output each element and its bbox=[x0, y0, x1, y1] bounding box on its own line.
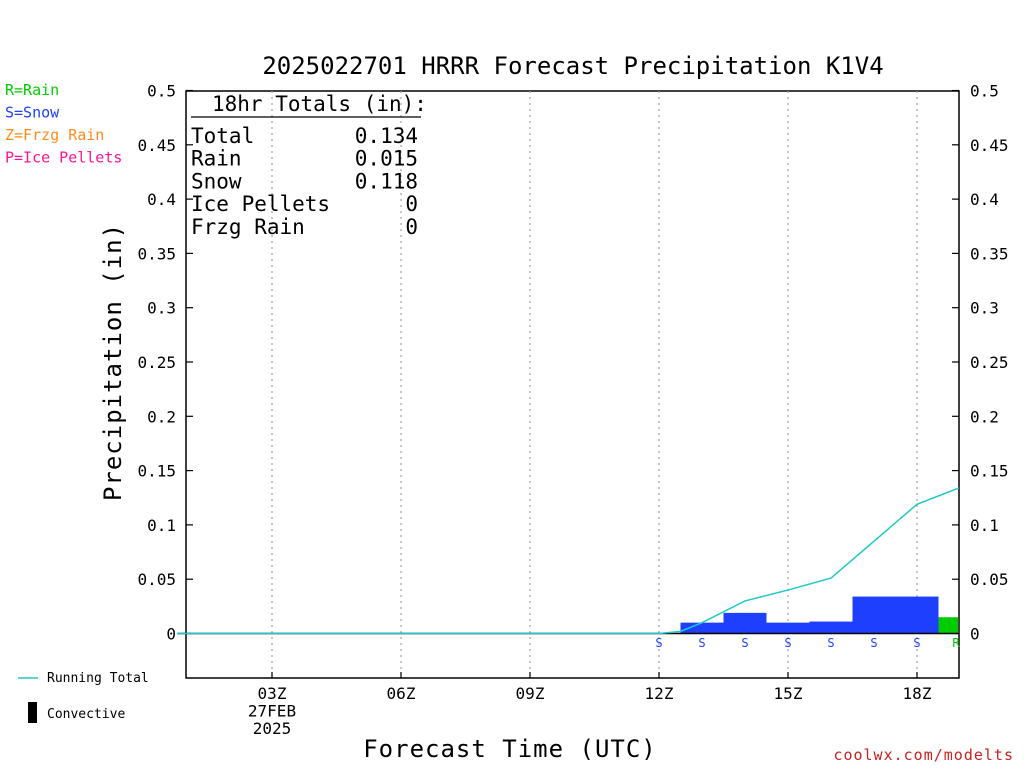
y-tick-label-left: 0.15 bbox=[137, 462, 176, 481]
y-tick-label-left: 0.5 bbox=[147, 82, 176, 101]
convective-key-swatch bbox=[28, 702, 37, 723]
y-tick-label-right: 0.2 bbox=[970, 407, 999, 426]
totals-row-label: Rain bbox=[191, 147, 242, 171]
totals-row-label: Frzg Rain bbox=[191, 215, 305, 239]
precip-bar-snow bbox=[680, 622, 724, 634]
y-tick-label-left: 0.1 bbox=[147, 516, 176, 535]
y-tick-label-left: 0.3 bbox=[147, 299, 176, 318]
y-tick-label-left: 0.4 bbox=[147, 190, 176, 209]
precip-type-marker: S bbox=[741, 636, 748, 650]
legend-frzg-rain: Z=Frzg Rain bbox=[5, 126, 104, 144]
x-tick-label: 03Z bbox=[258, 684, 287, 703]
totals-row-label: Ice Pellets bbox=[191, 192, 330, 216]
y-tick-label-right: 0 bbox=[970, 625, 980, 644]
site-credit: coolwx.com/modelts bbox=[833, 746, 1014, 764]
y-tick-label-right: 0.3 bbox=[970, 299, 999, 318]
y-tick-label-left: 0.25 bbox=[137, 353, 176, 372]
x-axis-label: Forecast Time (UTC) bbox=[363, 735, 657, 763]
x-tick-label: 09Z bbox=[516, 684, 545, 703]
y-tick-label-right: 0.5 bbox=[970, 82, 999, 101]
precip-type-marker: S bbox=[698, 636, 705, 650]
y-tick-label-left: 0.05 bbox=[137, 570, 176, 589]
convective-key-label: Convective bbox=[47, 707, 125, 722]
y-axis-left: 0 0.05 0.1 0.15 0.2 0.25 0.3 0.35 0.4 0.45 0.5 bbox=[137, 82, 193, 644]
totals-row-label: Total bbox=[191, 124, 254, 148]
y-tick-label-right: 0.25 bbox=[970, 353, 1009, 372]
y-tick-label-right: 0.35 bbox=[970, 244, 1009, 263]
y-tick-label-right: 0.4 bbox=[970, 190, 999, 209]
legend-rain: R=Rain bbox=[5, 81, 59, 99]
x-tick-label: 12Z bbox=[645, 684, 674, 703]
y-tick-label-left: 0 bbox=[166, 625, 176, 644]
vertical-gridlines bbox=[271, 91, 918, 678]
y-axis-right: 0 0.05 0.1 0.15 0.2 0.25 0.3 0.35 0.4 0.45 0.5 bbox=[952, 82, 1009, 644]
y-axis-label: Precipitation (in) bbox=[99, 223, 127, 501]
y-tick-label-left: 0.2 bbox=[147, 407, 176, 426]
totals-row-value: 0.015 bbox=[355, 147, 418, 171]
precip-bar-snow bbox=[766, 622, 810, 634]
x-tick-label: 18Z bbox=[903, 684, 932, 703]
series-key: Running Total Convective bbox=[18, 671, 149, 723]
totals-row-value: 0.134 bbox=[355, 124, 418, 148]
running-total-key-label: Running Total bbox=[47, 671, 149, 686]
precip-type-legend: R=Rain S=Snow Z=Frzg Rain P=Ice Pellets bbox=[5, 81, 122, 167]
precip-bar-snow bbox=[895, 596, 939, 634]
totals-row-value: 0 bbox=[405, 192, 418, 216]
legend-ice-pellets: P=Ice Pellets bbox=[5, 149, 122, 167]
totals-header: 18hr Totals (in): bbox=[212, 92, 427, 116]
precip-type-marker: R bbox=[952, 636, 960, 650]
precip-bars bbox=[680, 596, 958, 634]
x-tick-label: 06Z bbox=[387, 684, 416, 703]
y-tick-label-right: 0.1 bbox=[970, 516, 999, 535]
precip-bar-snow bbox=[852, 596, 896, 634]
x-tick-label: 27FEB bbox=[248, 702, 296, 721]
y-tick-label-right: 0.45 bbox=[970, 136, 1009, 155]
y-tick-label-left: 0.35 bbox=[137, 244, 176, 263]
plot-frame bbox=[185, 90, 960, 679]
running-total-line bbox=[177, 487, 960, 635]
precip-type-marker: S bbox=[655, 636, 662, 650]
precip-type-marker: S bbox=[913, 636, 920, 650]
precip-type-marker: S bbox=[870, 636, 877, 650]
precip-type-marker: S bbox=[827, 636, 834, 650]
totals-row-value: 0 bbox=[405, 215, 418, 239]
chart-title: 2025022701 HRRR Forecast Precipitation K… bbox=[262, 52, 883, 80]
totals-rows: Total 0.134 Rain 0.015 Snow 0.118 Ice Pellets 0… bbox=[191, 124, 418, 239]
totals-box: 18hr Totals (in): Total 0.134 Rain 0.015 Sno… bbox=[191, 92, 427, 239]
y-tick-label-right: 0.15 bbox=[970, 462, 1009, 481]
x-tick-label: 2025 bbox=[253, 719, 292, 738]
y-tick-label-left: 0.45 bbox=[137, 136, 176, 155]
precip-bar-rain bbox=[938, 617, 958, 634]
totals-row-value: 0.118 bbox=[355, 169, 418, 193]
precip-type-marker: S bbox=[784, 636, 791, 650]
y-tick-label-right: 0.05 bbox=[970, 570, 1009, 589]
running-total-series bbox=[177, 487, 960, 635]
totals-row-label: Snow bbox=[191, 169, 242, 193]
x-tick-label: 15Z bbox=[774, 684, 803, 703]
legend-snow: S=Snow bbox=[5, 104, 60, 122]
precip-bar-snow bbox=[809, 621, 853, 634]
precip-bar-snow bbox=[723, 612, 767, 634]
